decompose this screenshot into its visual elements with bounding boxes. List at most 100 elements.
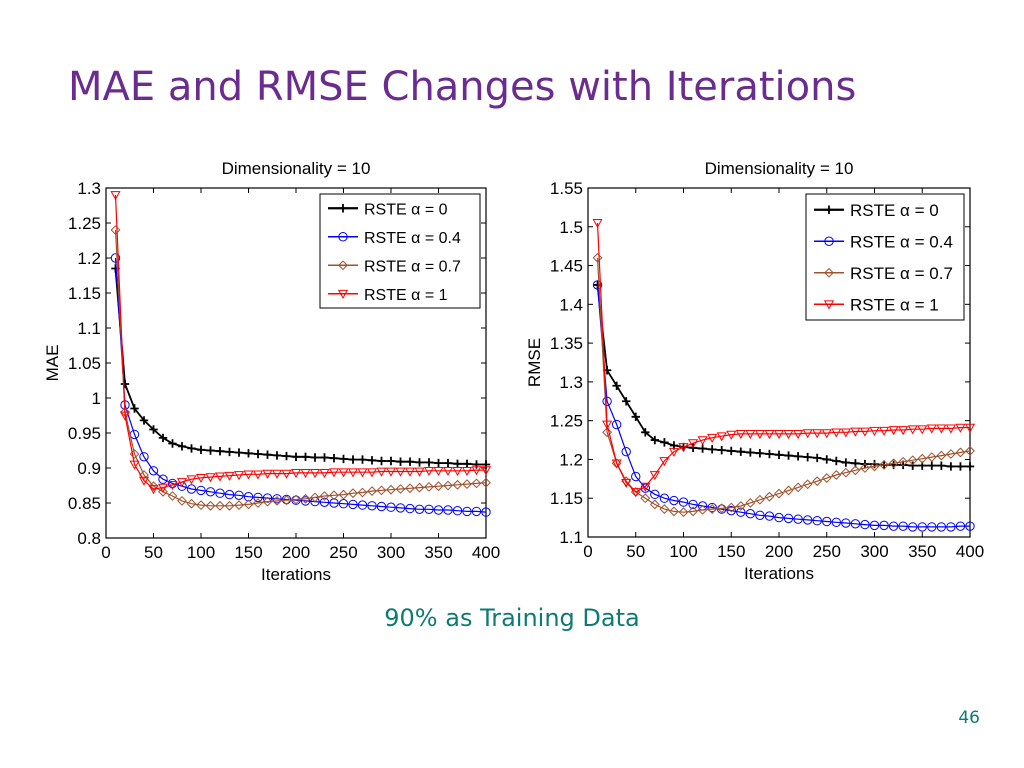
legend-entry: RSTE α = 0.4 bbox=[850, 232, 953, 251]
data-point bbox=[592, 252, 603, 263]
data-point bbox=[612, 381, 621, 390]
data-point bbox=[783, 485, 794, 496]
data-point bbox=[793, 429, 804, 440]
data-point bbox=[879, 520, 889, 531]
data-point bbox=[243, 470, 254, 480]
chart-title: Dimensionality = 10 bbox=[222, 159, 371, 178]
rmse-chart: Dimensionality = 10 0 50 100 150 200 250 300 350… bbox=[525, 159, 984, 583]
data-point bbox=[234, 448, 244, 457]
data-point bbox=[395, 484, 406, 494]
legend-entry: RSTE α = 1 bbox=[364, 287, 448, 304]
data-point bbox=[917, 453, 928, 464]
data-point bbox=[110, 225, 121, 235]
x-tick-label: 350 bbox=[424, 543, 452, 562]
x-tick-label: 350 bbox=[908, 542, 936, 561]
x-tick-label: 150 bbox=[234, 543, 262, 562]
data-point bbox=[129, 460, 140, 470]
data-point bbox=[821, 473, 832, 483]
x-tick-label: 100 bbox=[187, 543, 215, 562]
y-tick-label: 1.05 bbox=[68, 354, 101, 373]
data-point bbox=[745, 497, 756, 508]
data-point bbox=[955, 423, 966, 433]
data-point bbox=[424, 458, 434, 467]
data-point bbox=[262, 469, 273, 479]
data-point bbox=[668, 447, 679, 457]
data-point bbox=[754, 494, 765, 505]
y-tick-label: 0.95 bbox=[68, 424, 101, 443]
data-point bbox=[869, 520, 880, 531]
data-point bbox=[158, 433, 168, 443]
data-point bbox=[282, 451, 291, 461]
data-point bbox=[443, 458, 453, 468]
data-point bbox=[319, 497, 330, 507]
data-point bbox=[252, 470, 264, 480]
data-point bbox=[415, 458, 424, 467]
data-point bbox=[329, 454, 339, 463]
data-point bbox=[214, 472, 226, 482]
data-point bbox=[377, 456, 386, 466]
legend-box bbox=[319, 193, 481, 309]
data-point bbox=[802, 479, 813, 490]
data-point bbox=[783, 429, 794, 440]
data-point bbox=[621, 478, 632, 488]
data-point bbox=[898, 426, 909, 436]
data-point bbox=[291, 494, 301, 505]
data-point bbox=[196, 445, 206, 454]
data-point bbox=[462, 459, 472, 468]
data-point bbox=[433, 481, 444, 492]
y-tick-label: 0.85 bbox=[68, 494, 101, 513]
x-tick-label: 0 bbox=[101, 543, 110, 562]
data-point bbox=[631, 412, 640, 421]
data-point bbox=[291, 452, 301, 461]
data-point bbox=[168, 439, 177, 448]
data-point bbox=[319, 469, 330, 479]
data-point bbox=[138, 476, 150, 486]
data-point bbox=[167, 491, 178, 501]
data-point bbox=[688, 499, 698, 510]
data-point bbox=[964, 423, 976, 433]
data-point bbox=[452, 466, 463, 477]
data-point bbox=[726, 505, 736, 516]
data-point bbox=[812, 476, 823, 487]
data-point bbox=[773, 429, 785, 440]
data-point bbox=[774, 512, 784, 523]
data-point bbox=[831, 517, 841, 527]
data-point bbox=[348, 499, 358, 510]
data-point bbox=[414, 467, 425, 477]
data-point bbox=[224, 471, 235, 481]
y-tick-label: 1.1 bbox=[559, 528, 583, 547]
legend-marker bbox=[824, 267, 834, 278]
legend-entry: RSTE α = 0.4 bbox=[364, 230, 461, 247]
data-point bbox=[850, 465, 861, 476]
data-point bbox=[443, 480, 453, 491]
data-point bbox=[158, 474, 168, 484]
data-point bbox=[821, 429, 832, 439]
x-tick-label: 200 bbox=[282, 543, 310, 562]
data-point bbox=[225, 447, 234, 457]
data-point bbox=[649, 499, 660, 510]
data-point bbox=[357, 487, 368, 498]
data-point bbox=[148, 485, 159, 495]
data-point bbox=[177, 442, 187, 451]
y-tick-label: 1 bbox=[92, 389, 101, 408]
data-point bbox=[396, 457, 405, 466]
mae-chart: Dimensionality = 10 0 50 100 150 200 250 300 350… bbox=[43, 159, 500, 584]
data-point bbox=[945, 424, 956, 434]
data-point bbox=[860, 519, 870, 530]
data-point bbox=[442, 466, 454, 477]
data-point bbox=[717, 445, 726, 455]
data-point bbox=[471, 478, 482, 489]
data-point bbox=[774, 450, 784, 459]
legend-marker bbox=[824, 205, 834, 214]
data-point bbox=[300, 493, 311, 504]
data-point bbox=[404, 467, 416, 477]
data-point bbox=[271, 469, 283, 479]
data-point bbox=[660, 438, 669, 447]
data-point bbox=[622, 397, 631, 406]
data-point bbox=[309, 469, 321, 479]
data-point bbox=[328, 468, 340, 478]
data-point bbox=[376, 501, 387, 512]
data-point bbox=[736, 507, 746, 517]
data-point bbox=[253, 492, 263, 503]
data-point bbox=[262, 493, 273, 503]
